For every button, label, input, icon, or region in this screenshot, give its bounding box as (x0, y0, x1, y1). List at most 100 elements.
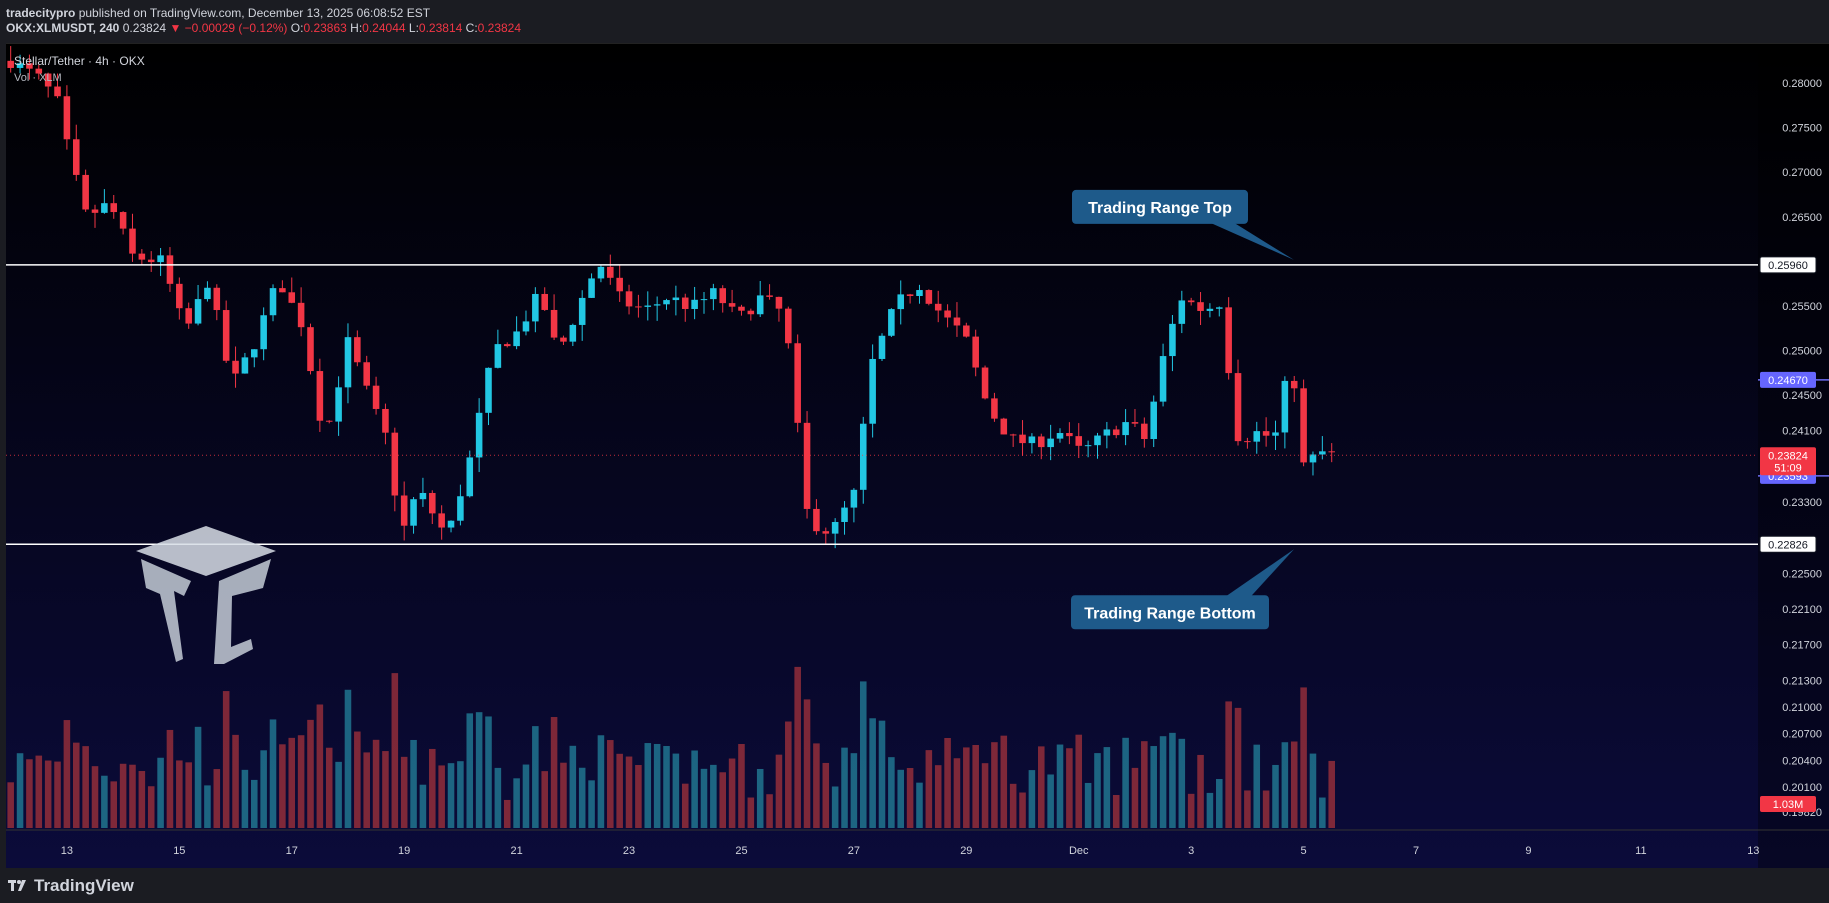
volume-bar (578, 767, 586, 828)
volume-bar (147, 786, 155, 828)
candle-body (1094, 435, 1101, 446)
candle-body (550, 309, 558, 338)
candle-body (569, 324, 577, 342)
volume-bar (700, 768, 708, 828)
candle-body (1216, 307, 1223, 309)
volume-bar (1309, 753, 1317, 828)
candle-body (241, 357, 249, 374)
volume-bar (1019, 792, 1026, 828)
candle-body (110, 203, 118, 213)
volume-bar (335, 761, 342, 828)
candle-body (232, 360, 239, 374)
volume-bar (925, 750, 933, 828)
high-label: H: (350, 21, 363, 35)
candle-body (700, 299, 708, 301)
candle-body (1009, 434, 1017, 436)
candle-body (1244, 441, 1251, 443)
candle-body (813, 508, 820, 532)
volume-bar (663, 746, 670, 828)
tradingview-logo[interactable]: TradingView (8, 876, 134, 896)
volume-bar (457, 761, 464, 828)
volume-bar (485, 716, 492, 828)
tradingview-icon (8, 880, 26, 891)
volume-bar (466, 713, 474, 828)
candle-body (475, 412, 483, 458)
volume-bar (260, 750, 267, 828)
candle-body (1112, 429, 1120, 436)
volume-bar (1150, 746, 1157, 828)
price-tick-label: 0.28000 (1782, 78, 1822, 90)
price-change: −0.00029 (−0.12%) (184, 21, 288, 35)
candle-body (503, 344, 511, 347)
candle-body (1300, 388, 1307, 463)
publisher-name[interactable]: tradecitypro (6, 6, 76, 20)
publish-date: published on TradingView.com, December 1… (75, 6, 431, 20)
candle-body (541, 293, 548, 310)
price-tick-label: 0.20700 (1782, 729, 1822, 741)
candle-body (822, 531, 830, 534)
last-price: 0.23824 (122, 21, 167, 35)
candle-body (991, 398, 998, 419)
candle-body (607, 266, 614, 278)
candle-body (728, 303, 736, 307)
range-bottom-badge: 0.22826 (1768, 539, 1808, 551)
price-chart[interactable]: 0.28000 0.27500 0.27000 0.26500 0.25500 0.250… (6, 43, 1829, 868)
last-price-badge: 0.23824 (1768, 450, 1808, 462)
candle-body (644, 305, 652, 307)
candle-body (101, 203, 108, 213)
candle-body (953, 317, 961, 326)
time-tick-label: 5 (1301, 845, 1307, 857)
volume-bar (82, 746, 89, 828)
volume-bar (1225, 701, 1232, 828)
candle-body (1197, 302, 1204, 311)
candle-body (653, 304, 661, 306)
candle-body (1187, 300, 1195, 303)
volume-bar (166, 729, 174, 828)
candle-body (1066, 433, 1073, 437)
candle-body (588, 278, 595, 298)
volume-bar (363, 752, 370, 828)
candle-body (1328, 451, 1335, 453)
candle-body (410, 499, 417, 526)
volume-bar (532, 726, 539, 828)
volume-bar (325, 747, 333, 828)
volume-bar (625, 756, 633, 828)
volume-bar (635, 765, 642, 828)
last-price-badge-bg (1760, 447, 1816, 476)
time-tick-label: 9 (1525, 845, 1531, 857)
price-axis[interactable]: 0.28000 0.27500 0.27000 0.26500 0.25500 0.250… (1782, 78, 1822, 819)
volume-bar (354, 731, 361, 828)
volume-bar (1141, 741, 1148, 828)
legend-volume: Vol · XLM (14, 72, 62, 84)
symbol-label[interactable]: OKX:XLMUSDT, 240 (6, 21, 120, 35)
candle-body (7, 60, 14, 68)
volume-bar (1281, 742, 1289, 828)
candle-body (44, 73, 52, 87)
candle-body (1169, 323, 1176, 357)
candle-body (213, 287, 221, 311)
price-tick-label: 0.27500 (1782, 123, 1822, 135)
volume-bar (72, 742, 80, 828)
candle-body (485, 367, 492, 413)
candle-body (391, 432, 399, 496)
volume-bar (869, 718, 876, 828)
volume-bar (588, 780, 595, 828)
volume-bar (1234, 707, 1242, 828)
volume-bar (400, 756, 408, 828)
time-axis[interactable]: 131517192123252729Dec35791113151719212 (61, 845, 1829, 857)
candle-body (82, 174, 89, 210)
price-tick-label: 0.21300 (1782, 675, 1822, 687)
price-tick-label: 0.20100 (1782, 782, 1822, 794)
volume-bar (953, 758, 961, 828)
volume-bar (91, 766, 99, 828)
volume-bar (279, 744, 286, 828)
time-tick-label: 23 (623, 845, 635, 857)
candle-body (831, 521, 839, 534)
time-tick-label: 19 (398, 845, 410, 857)
volume-bar (44, 760, 52, 828)
time-tick-label: 13 (61, 845, 73, 857)
candle-body (1272, 432, 1279, 436)
candle-body (1290, 380, 1298, 389)
volume-bar (7, 782, 14, 828)
candle-body (288, 292, 296, 303)
